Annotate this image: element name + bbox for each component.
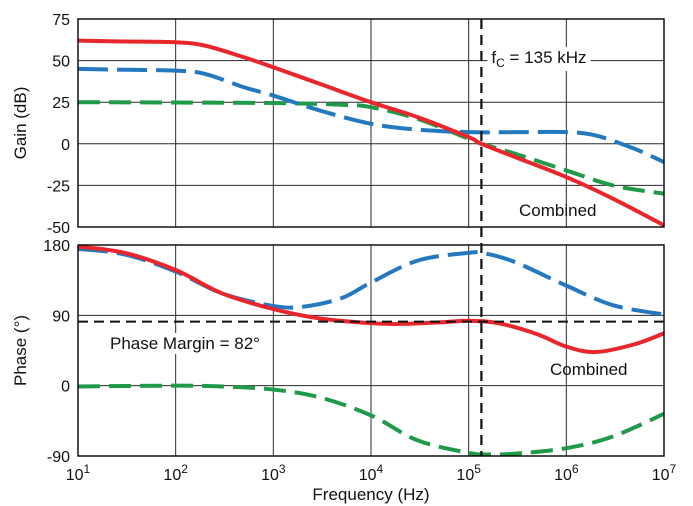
gain-y-tick-label: 50 (52, 54, 70, 71)
x-ticks: 101 102 103 104 105 106 107 (66, 462, 677, 484)
x-tick-label: 102 (163, 462, 188, 484)
phase-panel: 180 90 0 -90 101 102 103 104 105 106 107 Phase (°… (11, 238, 677, 504)
phase-y-tick-label: -90 (47, 449, 70, 466)
phase-y-tick-label: 180 (43, 238, 70, 255)
phase-y-axis-label: Phase (°) (11, 315, 30, 386)
gain-y-tick-label: -25 (47, 178, 70, 195)
phase-margin-label: Phase Margin = 82° (110, 334, 260, 353)
gain-series-line (78, 38, 664, 227)
gain-plot-frame (77, 18, 665, 228)
phase-y-ticks: 180 90 0 -90 (43, 238, 70, 466)
x-tick-label: 106 (554, 462, 579, 484)
x-axis-label: Frequency (Hz) (312, 485, 429, 504)
x-tick-label: 104 (359, 462, 384, 484)
fc-label-background (487, 47, 591, 71)
x-tick-label: 101 (66, 462, 91, 484)
crossover-label-f: f (491, 48, 496, 67)
gain-y-tick-label: -50 (47, 220, 70, 237)
crossover-label-subscript: C (496, 56, 505, 70)
gain-y-tick-label: 0 (61, 137, 70, 154)
x-tick-label: 107 (652, 462, 677, 484)
crossover-label-value: = 135 kHz (505, 48, 587, 67)
phase-y-tick-label: 90 (52, 308, 70, 325)
gain-y-tick-label: 25 (52, 95, 70, 112)
crossover-frequency-label: fC = 135 kHz (491, 48, 586, 70)
phase-combined-label: Combined (550, 360, 628, 379)
gain-series-line (78, 66, 664, 164)
phase-y-tick-label: 0 (61, 379, 70, 396)
phase-series-line (78, 383, 664, 456)
phase-series-group (78, 245, 664, 456)
gain-combined-label: Combined (519, 201, 597, 220)
gain-y-axis-label: Gain (dB) (11, 87, 30, 160)
gain-y-tick-label: 75 (52, 12, 70, 29)
gain-y-ticks: 75 50 25 0 -25 -50 (47, 12, 70, 237)
gain-series-group (78, 38, 664, 227)
pm-label-background (106, 333, 264, 354)
phase-plot-frame (77, 244, 665, 457)
phase-series-line (78, 245, 664, 355)
x-tick-label: 103 (261, 462, 286, 484)
x-tick-label: 105 (456, 462, 481, 484)
